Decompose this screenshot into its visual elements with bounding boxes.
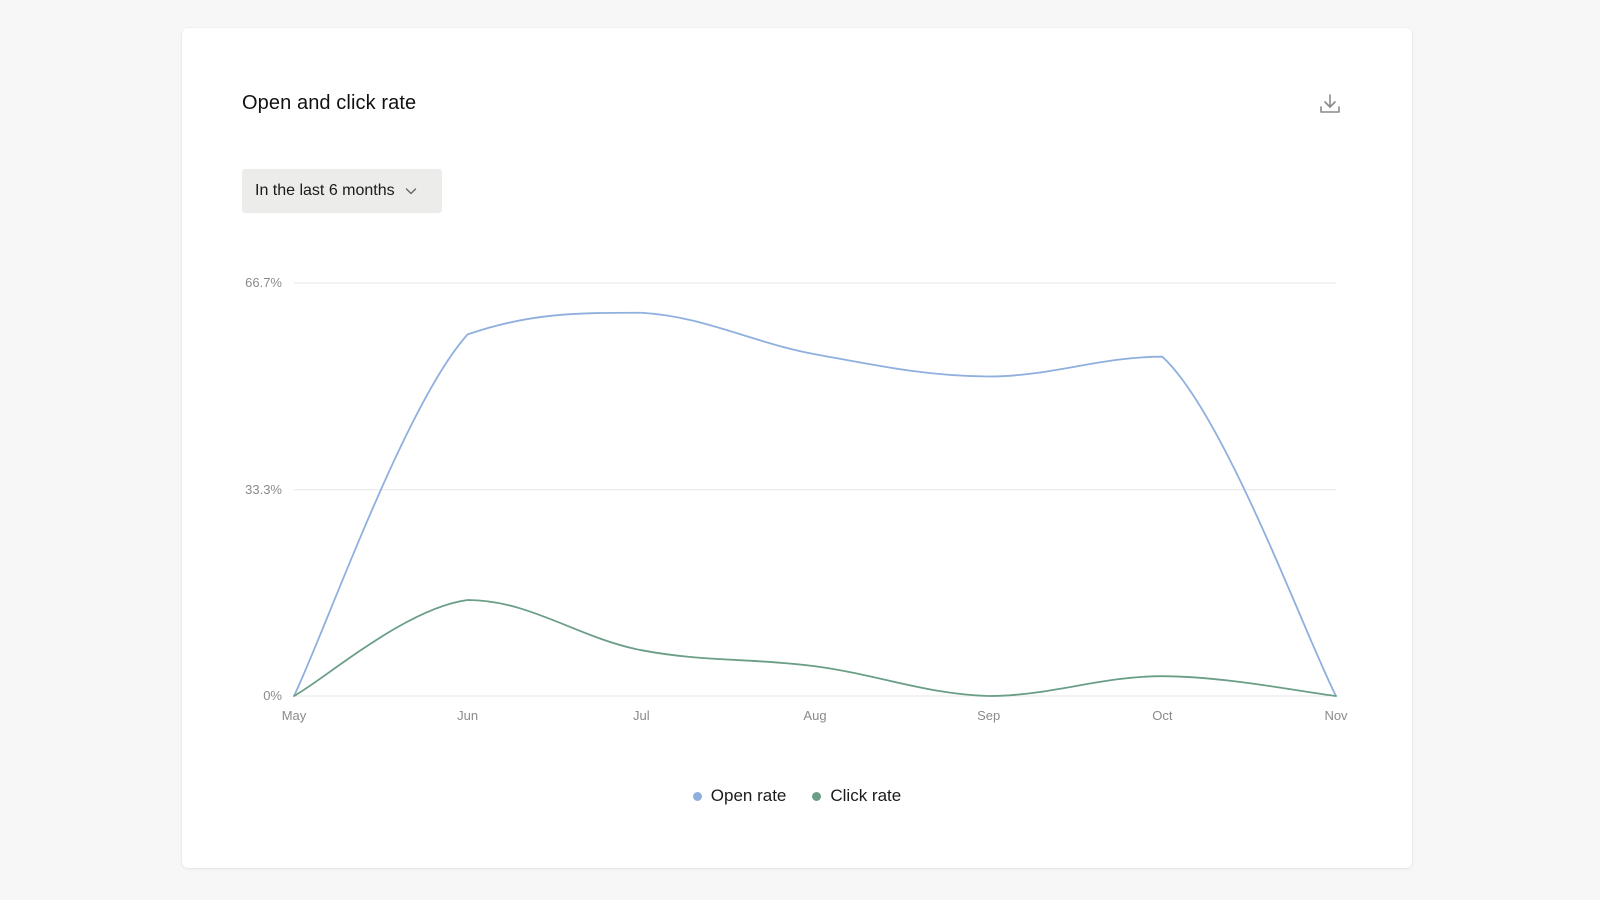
chart-card: Open and click rate In the last 6 months…: [182, 28, 1412, 868]
x-tick-label: Nov: [1324, 708, 1348, 723]
series-line-open-rate: [293, 311, 1337, 697]
x-tick-label: Oct: [1152, 708, 1173, 723]
legend-label: Click rate: [830, 786, 902, 805]
chart-legend: Open rate Click rate: [182, 786, 1412, 806]
y-tick-label: 66.7%: [245, 275, 282, 290]
x-tick-label: May: [282, 708, 307, 723]
date-range-value: In the last 6 months: [255, 182, 395, 199]
x-tick-label: Sep: [977, 708, 1000, 723]
legend-item-open-rate[interactable]: Open rate: [692, 786, 787, 806]
chevron-down-icon: [404, 184, 418, 198]
series-line-click-rate: [293, 599, 1337, 697]
y-tick-label: 0%: [263, 688, 282, 703]
x-tick-label: Aug: [803, 708, 826, 723]
y-tick-label: 33.3%: [245, 482, 282, 497]
x-tick-label: Jul: [633, 708, 650, 723]
legend-label: Open rate: [710, 786, 787, 805]
legend-dot: [812, 791, 822, 801]
card-title: Open and click rate: [242, 92, 417, 114]
line-chart: 0% 33.3% 66.7% May Jun Jul Aug Sep Oct Nov: [245, 275, 1348, 723]
legend-dot: [692, 791, 702, 801]
x-tick-label: Jun: [457, 708, 478, 723]
legend-item-click-rate[interactable]: Click rate: [812, 786, 901, 806]
download-button[interactable]: [1316, 90, 1344, 118]
date-range-select[interactable]: In the last 6 months: [242, 169, 442, 213]
download-icon: [1320, 94, 1340, 113]
